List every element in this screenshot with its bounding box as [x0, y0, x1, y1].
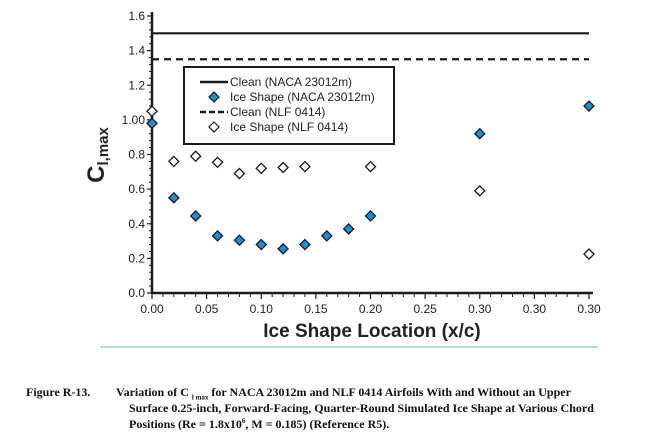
nlf-ice-point — [583, 248, 595, 260]
y-tick-label: 0.4 — [128, 217, 145, 231]
caption-text: for NACA 23012m and NLF 0414 Airfoils Wi… — [208, 385, 571, 399]
nlf-ice-point — [473, 184, 486, 197]
nlf-ice-point — [364, 160, 377, 173]
chart: 0.0 0.2 0.4 0.6 0.8 1.00 1.2 1.4 1.6 0.00 0.05 0.10… — [83, 9, 601, 348]
naca-ice-point — [146, 117, 158, 130]
caption-line2: Surface 0.25-inch, Forward-Facing, Quart… — [129, 401, 594, 415]
legend-label: Ice Shape (NACA 23012m) — [230, 90, 375, 104]
x-tick-label: 0.20 — [359, 302, 383, 316]
y-axis-label: Cl,max — [83, 126, 112, 182]
legend-marker — [208, 121, 220, 133]
y-axis-label-sub: l,max — [95, 126, 112, 165]
nlf-ice-point — [277, 161, 290, 174]
legend-label: Clean (NLF 0414) — [230, 105, 325, 119]
y-tick-label: 1.00 — [122, 113, 146, 127]
x-tick-label: 0.30 — [577, 302, 601, 316]
nlf-ice-point — [299, 160, 311, 173]
caption-label: Figure R-13. — [26, 385, 91, 399]
naca-ice-point — [233, 234, 246, 247]
naca-ice-point — [167, 191, 180, 204]
naca-ice-point — [211, 229, 224, 242]
nlf-ice-point — [189, 150, 202, 163]
x-tick-label: 0.05 — [195, 302, 219, 316]
caption-sup: 6 — [241, 417, 246, 425]
naca-ice-point — [583, 100, 595, 112]
naca-ice-point — [342, 223, 355, 235]
naca-ice-point — [189, 210, 202, 222]
legend-label: Clean (NACA 23012m) — [230, 75, 352, 89]
y-tick-label: 1.6 — [128, 9, 145, 23]
nlf-ice-point — [233, 167, 246, 180]
x-tick-label: 0.10 — [250, 302, 274, 316]
x-axis-label: Ice Shape Location (x/c) — [263, 321, 481, 342]
naca-ice-point — [277, 242, 290, 255]
naca-ice-point — [320, 229, 333, 242]
nlf-ice-point — [211, 156, 224, 169]
y-tick-label: 0.0 — [128, 286, 145, 300]
caption-text: Variation of C — [116, 385, 189, 399]
y-tick-label: 0.6 — [128, 182, 145, 196]
nlf-ice-point — [167, 155, 180, 168]
y-tick-label: 0.8 — [128, 148, 145, 162]
x-tick-label: 0.00 — [140, 302, 164, 316]
naca-ice-point — [299, 238, 311, 251]
x-tick-label: 0.25 — [413, 302, 437, 316]
caption-text: , M = 0.185) (Reference R5). — [245, 417, 390, 431]
x-tick-label: 0.30 — [468, 302, 492, 316]
legend-box — [183, 66, 395, 145]
legend-label: Ice Shape (NLF 0414) — [230, 120, 348, 134]
x-tick-label: 0.15 — [304, 302, 328, 316]
nlf-ice-point — [146, 105, 158, 118]
legend: Clean (NACA 23012m)Ice Shape (NACA 23012… — [183, 66, 395, 145]
nlf-ice-point — [255, 162, 268, 175]
svg-text:Cl,max: Cl,max — [83, 126, 112, 182]
legend-marker — [208, 91, 220, 103]
y-tick-label: 0.2 — [128, 251, 145, 265]
y-axis-label-main: C — [83, 166, 110, 183]
caption-line3: Positions (Re = 1.8x106, M = 0.185) (Ref… — [116, 416, 666, 432]
x-tick-label: 0.30 — [523, 302, 547, 316]
naca-ice-point — [364, 210, 377, 222]
y-tick-label: 1.4 — [128, 44, 145, 58]
caption-sub: l max — [191, 393, 209, 402]
naca-ice-point — [473, 127, 486, 140]
caption-text: Positions (Re = 1.8x10 — [129, 417, 242, 431]
caption-line1: Variation of C l max for NACA 23012m and… — [116, 384, 666, 402]
y-tick-label: 1.2 — [128, 78, 145, 92]
naca-ice-point — [255, 238, 268, 251]
